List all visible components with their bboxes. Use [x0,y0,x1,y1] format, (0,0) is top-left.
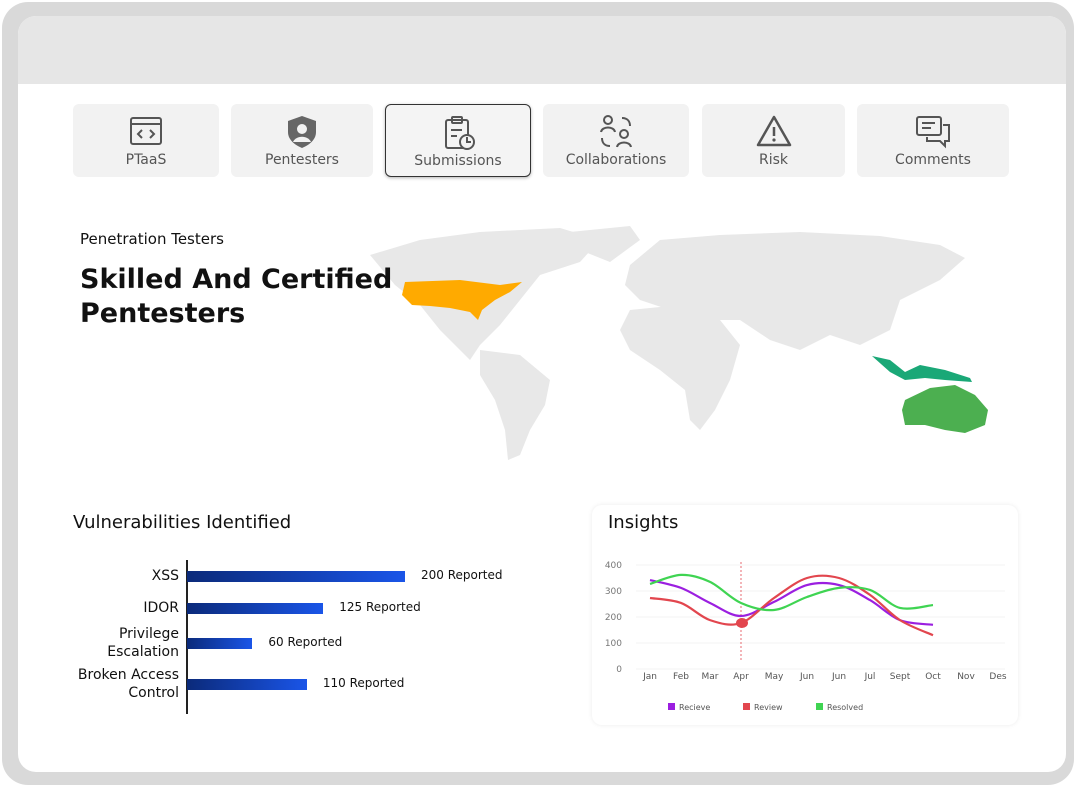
bar-label: IDOR [143,600,179,616]
map-europe-asia [625,232,965,350]
tab-icon [916,116,950,149]
legend-swatch [816,703,823,710]
x-tick-label: Jun [799,672,814,682]
bar [187,603,324,614]
tab[interactable]: Pentesters [231,104,373,177]
tab-label: Submissions [414,153,502,169]
hover-dot [736,617,748,628]
x-tick-label: Jun [831,672,846,682]
bar [187,679,307,690]
tab-icon [600,115,632,148]
x-tick-label: Jan [642,672,657,682]
legend-label: Recieve [679,703,710,712]
top-bar [18,16,1066,84]
x-tick-label: Sept [890,672,911,682]
tab-label: PTaaS [125,152,167,168]
world-map [370,226,988,460]
y-tick-label: 400 [605,561,622,571]
tab-icon [445,116,475,150]
vuln-title: Vulnerabilities Identified [73,512,292,533]
hero-title: Skilled And Certified Pentesters [80,264,393,329]
line-series [649,573,934,612]
bar [187,571,405,582]
tab-icon [130,117,162,145]
legend-label: Review [754,703,783,712]
y-tick-label: 0 [616,665,622,675]
bar-label: XSS [151,568,179,584]
tab[interactable]: Submissions [385,104,531,177]
map-africa [620,305,740,430]
map-greenland [570,226,640,262]
bar-value-label: 200 Reported [421,568,503,582]
bar-value-label: 110 Reported [322,676,405,690]
map-indonesia [872,356,972,382]
x-tick-label: Mar [702,672,719,682]
insights-card [592,505,1018,725]
bar [187,638,253,649]
tab-label: Pentesters [265,152,339,168]
x-tick-label: May [765,672,784,682]
bar-value-label: 125 Reported [339,600,421,614]
x-tick-label: Oct [925,672,941,682]
insights-title: Insights [608,512,678,533]
y-tick-label: 300 [605,587,622,597]
x-tick-label: Des [989,672,1006,682]
x-tick-label: Nov [957,672,975,682]
x-tick-label: Apr [733,672,749,682]
map-australia [902,385,988,433]
tab-label: Comments [895,152,971,168]
tab-icon [288,116,316,148]
bar-label: Privilege Escalation [107,626,179,660]
line-series [649,574,934,637]
legend-swatch [743,703,750,710]
bar-label: Broken Access Control [77,667,179,701]
tab[interactable]: Risk [702,104,845,177]
y-tick-label: 100 [605,639,622,649]
legend-label: Resolved [827,703,863,712]
tab[interactable]: Comments [857,104,1009,177]
bar-axis [186,560,188,714]
tab-icon [756,115,791,147]
hero-eyebrow: Penetration Testers [80,230,224,248]
bar-value-label: 60 Reported [268,635,343,649]
x-tick-label: Jul [864,672,876,682]
tab-label: Risk [758,152,789,168]
tab[interactable]: Collaborations [543,104,689,177]
map-south-america [480,350,550,460]
legend-swatch [668,703,675,710]
tab[interactable]: PTaaS [73,104,219,177]
x-tick-label: Feb [673,672,689,682]
tab-label: Collaborations [565,152,667,168]
map-usa [402,280,522,320]
y-tick-label: 200 [605,613,622,623]
line-series [649,579,934,626]
